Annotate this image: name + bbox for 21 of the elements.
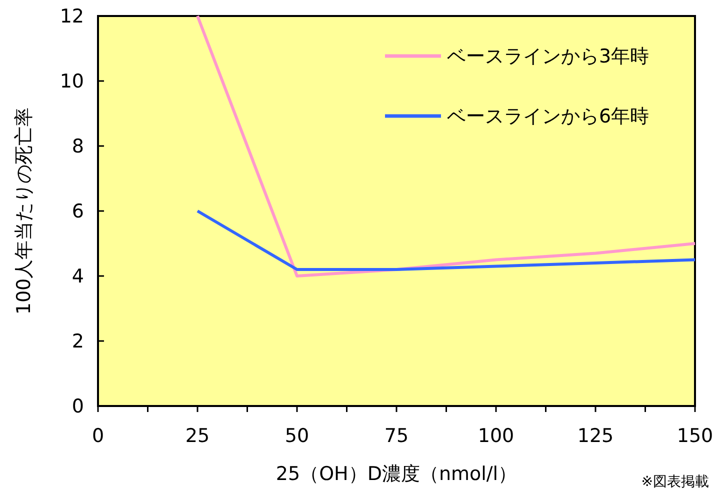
y-tick-label: 10 <box>60 70 84 93</box>
y-tick-label: 12 <box>60 6 84 28</box>
x-tick-label: 25 <box>185 425 210 447</box>
x-tick-label: 125 <box>577 425 614 447</box>
y-axis-title: 100人年当たりの死亡率 <box>13 107 35 315</box>
y-tick-label: 0 <box>72 396 84 418</box>
x-tick-label: 75 <box>384 425 409 447</box>
y-tick-label: 2 <box>72 330 84 353</box>
text: ※図表掲載 <box>641 474 709 490</box>
y-tick-label: 4 <box>72 266 84 288</box>
line-series <box>196 210 696 271</box>
y-tick-label: 8 <box>72 136 84 158</box>
line-series <box>196 14 696 278</box>
y-tick-label: 6 <box>72 200 84 223</box>
x-tick-label: 0 <box>92 425 104 447</box>
x-tick-label: 50 <box>284 425 310 447</box>
x-axis-title: 25（OH）D濃度（nmol/l） <box>276 463 518 485</box>
legend-label: ベースラインから3年時 <box>447 46 650 68</box>
x-tick-label: 100 <box>478 425 514 447</box>
x-tick-label: 150 <box>676 425 714 447</box>
legend-label: ベースラインから6年時 <box>447 106 650 128</box>
